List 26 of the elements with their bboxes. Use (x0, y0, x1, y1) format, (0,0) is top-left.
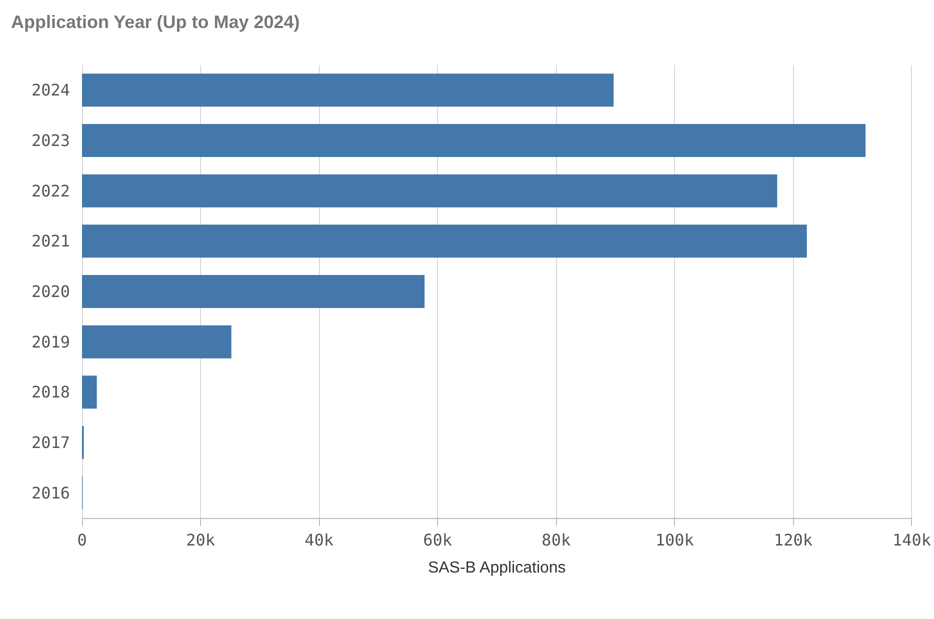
x-axis-title: SAS-B Applications (428, 560, 566, 576)
y-tick-label: 2021 (31, 232, 70, 251)
x-tick-label: 20k (186, 530, 216, 550)
x-tick-label: 100k (655, 530, 694, 550)
y-tick-label: 2016 (31, 483, 70, 502)
x-tick-label: 120k (774, 530, 813, 550)
y-tick-label: 2018 (31, 382, 70, 402)
y-tick-label: 2019 (31, 332, 70, 352)
bar (82, 376, 97, 409)
x-tick-label: 80k (542, 530, 571, 550)
y-tick-label: 2022 (31, 181, 70, 200)
bar (82, 74, 614, 107)
x-tick-label: 40k (304, 530, 334, 550)
bar (82, 224, 807, 258)
x-tick-label: 140k (892, 530, 932, 550)
bar (82, 174, 778, 208)
chart-title: Application Year (Up to May 2024) (11, 12, 300, 32)
bar (82, 325, 232, 358)
y-tick-label: 2024 (31, 80, 70, 100)
y-tick-label: 2020 (31, 282, 70, 301)
y-tick-label: 2023 (31, 131, 70, 150)
bar (82, 124, 866, 157)
x-tick-label: 0 (77, 530, 87, 550)
bar (82, 275, 425, 308)
y-tick-label: 2017 (31, 433, 70, 452)
x-tick-label: 60k (423, 530, 452, 550)
